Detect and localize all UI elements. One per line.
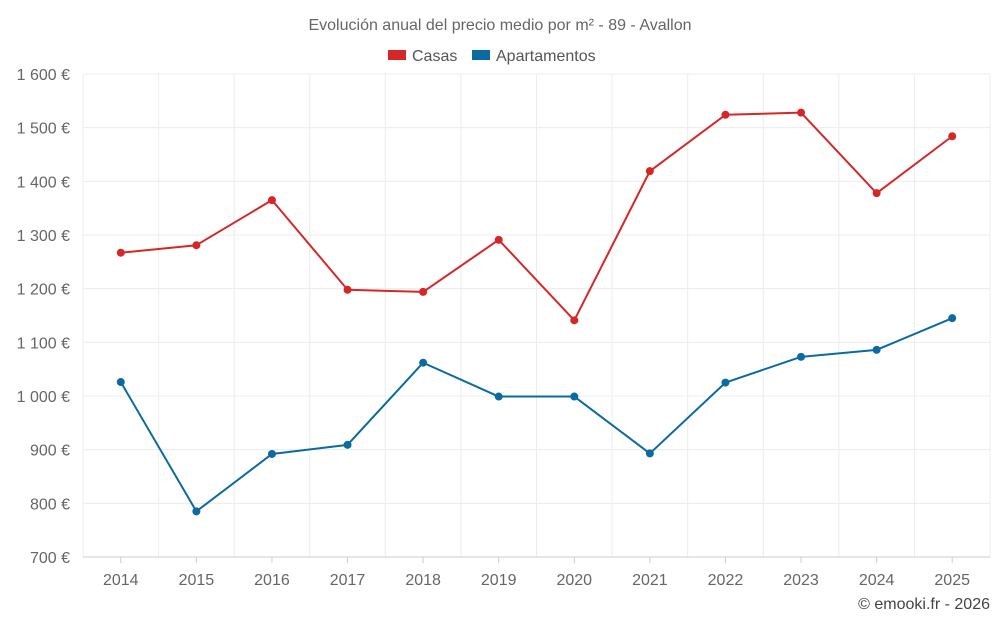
grid	[82, 73, 991, 557]
data-point-casas[interactable]	[192, 241, 201, 250]
data-point-casas[interactable]	[797, 108, 806, 117]
series-line-apartamentos	[119, 317, 953, 513]
chart-title: Evolución anual del precio medio por m² …	[308, 17, 691, 34]
data-point-apartamentos[interactable]	[797, 352, 806, 361]
series-casas	[116, 108, 957, 325]
y-tick-label: 700 €	[30, 550, 70, 567]
x-tick-label: 2015	[179, 572, 215, 589]
x-axis: 2014 2015 2016 2017 2018 2019 2020 2021 2022 2023…	[83, 556, 990, 589]
data-point-casas[interactable]	[721, 110, 730, 119]
x-tick-label: 2014	[103, 572, 139, 589]
legend-label-casas[interactable]: Casas	[412, 48, 457, 65]
y-tick-label: 1 300 €	[17, 228, 70, 245]
series	[116, 108, 957, 516]
data-point-apartamentos[interactable]	[192, 507, 201, 516]
data-point-casas[interactable]	[343, 285, 352, 294]
y-axis: 700 € 800 € 900 € 1 000 € 1 100 € 1 200 € 1 30…	[17, 67, 70, 567]
y-tick-label: 800 €	[30, 496, 70, 513]
legend-swatch-casas	[388, 50, 406, 60]
data-point-apartamentos[interactable]	[116, 378, 125, 387]
data-point-casas[interactable]	[570, 316, 579, 325]
y-tick-label: 1 400 €	[17, 174, 70, 191]
x-tick-label: 2024	[859, 572, 895, 589]
data-point-casas[interactable]	[948, 132, 957, 141]
data-point-casas[interactable]	[645, 167, 654, 176]
x-tick-label: 2022	[708, 572, 744, 589]
data-point-casas[interactable]	[116, 248, 125, 257]
y-tick-label: 1 600 €	[17, 67, 70, 84]
x-tick-label: 2021	[632, 572, 668, 589]
data-point-apartamentos[interactable]	[570, 392, 579, 401]
y-tick-label: 1 500 €	[17, 121, 70, 138]
data-point-apartamentos[interactable]	[419, 358, 428, 367]
y-tick-label: 900 €	[30, 443, 70, 460]
y-tick-label: 1 000 €	[17, 389, 70, 406]
data-point-casas[interactable]	[872, 189, 881, 198]
data-point-casas[interactable]	[419, 287, 428, 296]
data-point-casas[interactable]	[267, 196, 276, 205]
y-tick-label: 1 100 €	[17, 335, 70, 352]
y-tick-label: 1 200 €	[17, 282, 70, 299]
x-tick-label: 2019	[481, 572, 517, 589]
legend-label-apartamentos[interactable]: Apartamentos	[496, 48, 596, 65]
series-line-casas	[120, 111, 953, 322]
x-tick-label: 2018	[405, 572, 441, 589]
data-point-apartamentos[interactable]	[343, 440, 352, 449]
x-tick-label: 2023	[783, 572, 819, 589]
data-point-apartamentos[interactable]	[645, 449, 654, 458]
legend: Casas Apartamentos	[388, 48, 596, 65]
series-apartamentos	[116, 314, 957, 516]
data-point-apartamentos[interactable]	[872, 345, 881, 354]
x-tick-label: 2025	[934, 572, 970, 589]
data-point-apartamentos[interactable]	[948, 314, 957, 323]
x-tick-label: 2016	[254, 572, 290, 589]
legend-swatch-apartamentos	[472, 50, 490, 60]
data-point-apartamentos[interactable]	[494, 392, 503, 401]
data-point-casas[interactable]	[494, 235, 503, 244]
data-point-apartamentos[interactable]	[267, 449, 276, 458]
x-tick-label: 2020	[556, 572, 592, 589]
credit-text: © emooki.fr - 2026	[858, 596, 990, 613]
data-point-apartamentos[interactable]	[721, 378, 730, 387]
x-tick-label: 2017	[330, 572, 366, 589]
